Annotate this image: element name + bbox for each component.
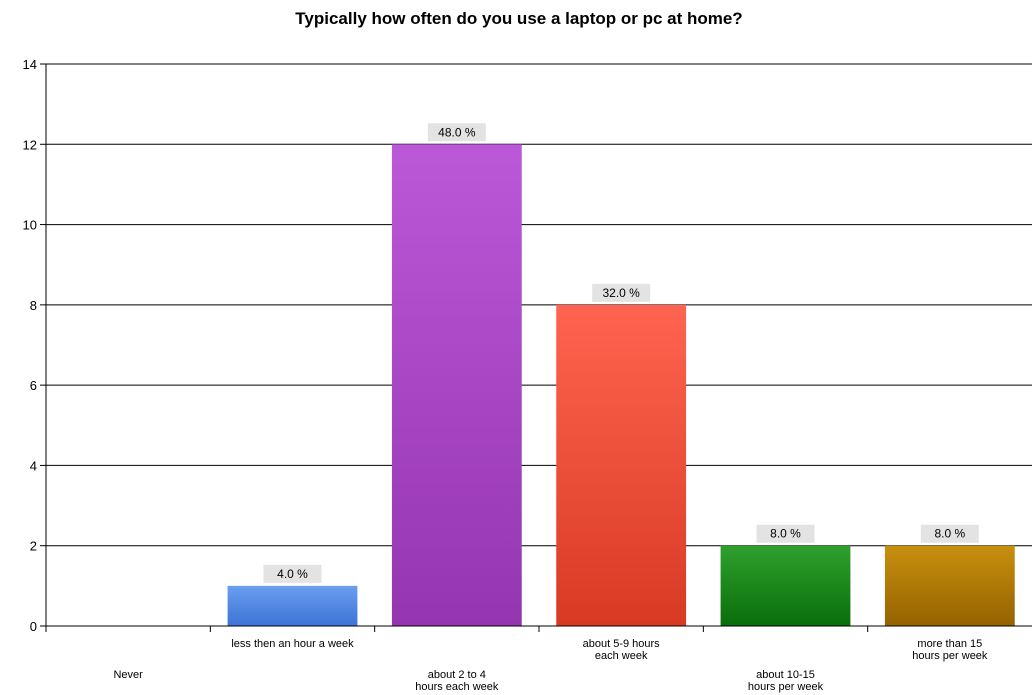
data-label-bg <box>592 283 651 302</box>
category-label: more than 15 <box>917 638 982 650</box>
data-label: 48.0 % <box>438 125 476 139</box>
category-label: hours each week <box>415 681 499 693</box>
y-tick-label: 0 <box>30 619 37 634</box>
bars <box>227 144 1015 627</box>
y-tick-label: 8 <box>30 298 37 313</box>
y-tick-label: 12 <box>23 137 37 152</box>
category-label: each week <box>595 650 648 662</box>
data-label: 4.0 % <box>277 567 308 581</box>
bar <box>720 545 851 626</box>
data-label: 32.0 % <box>602 286 640 300</box>
category-label: Never <box>113 669 143 681</box>
category-label: less then an hour a week <box>231 638 354 650</box>
y-tick-label: 6 <box>30 378 37 393</box>
data-label: 8.0 % <box>934 527 965 541</box>
bar <box>227 585 358 626</box>
bar <box>884 545 1015 626</box>
gridlines <box>46 63 1032 547</box>
data-label-bg <box>263 564 322 583</box>
chart-title: Typically how often do you use a laptop … <box>295 9 742 28</box>
y-tick-label: 2 <box>30 539 37 554</box>
y-tick-label: 14 <box>23 57 37 72</box>
category-label: about 10-15 <box>756 669 815 681</box>
category-label: about 5-9 hours <box>583 638 661 650</box>
category-label: hours per week <box>912 650 988 662</box>
category-label: hours per week <box>748 681 824 693</box>
labels: 0 2 4 6 8 10 12 14 Never 4.0 % less then an hour a… <box>23 57 988 693</box>
y-tick-label: 10 <box>23 218 37 233</box>
category-label: about 2 to 4 <box>428 669 486 681</box>
data-label: 8.0 % <box>770 527 801 541</box>
data-label-bg <box>920 524 979 543</box>
data-label-bg <box>427 123 486 142</box>
bar <box>556 304 687 626</box>
data-label-bg <box>756 524 815 543</box>
bar <box>391 144 522 627</box>
y-tick-label: 4 <box>30 458 37 473</box>
axes <box>40 63 1032 632</box>
